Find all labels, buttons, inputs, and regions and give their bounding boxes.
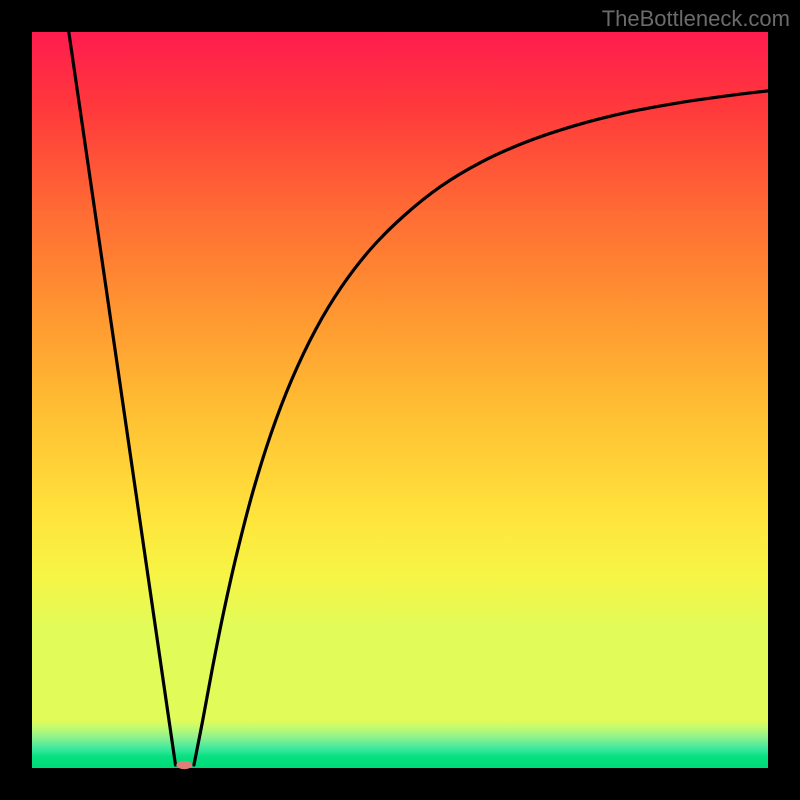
watermark-text: TheBottleneck.com	[602, 6, 790, 32]
bottleneck-chart	[0, 0, 800, 800]
bottom_pill	[176, 761, 192, 769]
plot-area	[32, 32, 768, 768]
chart-container: TheBottleneck.com	[0, 0, 800, 800]
